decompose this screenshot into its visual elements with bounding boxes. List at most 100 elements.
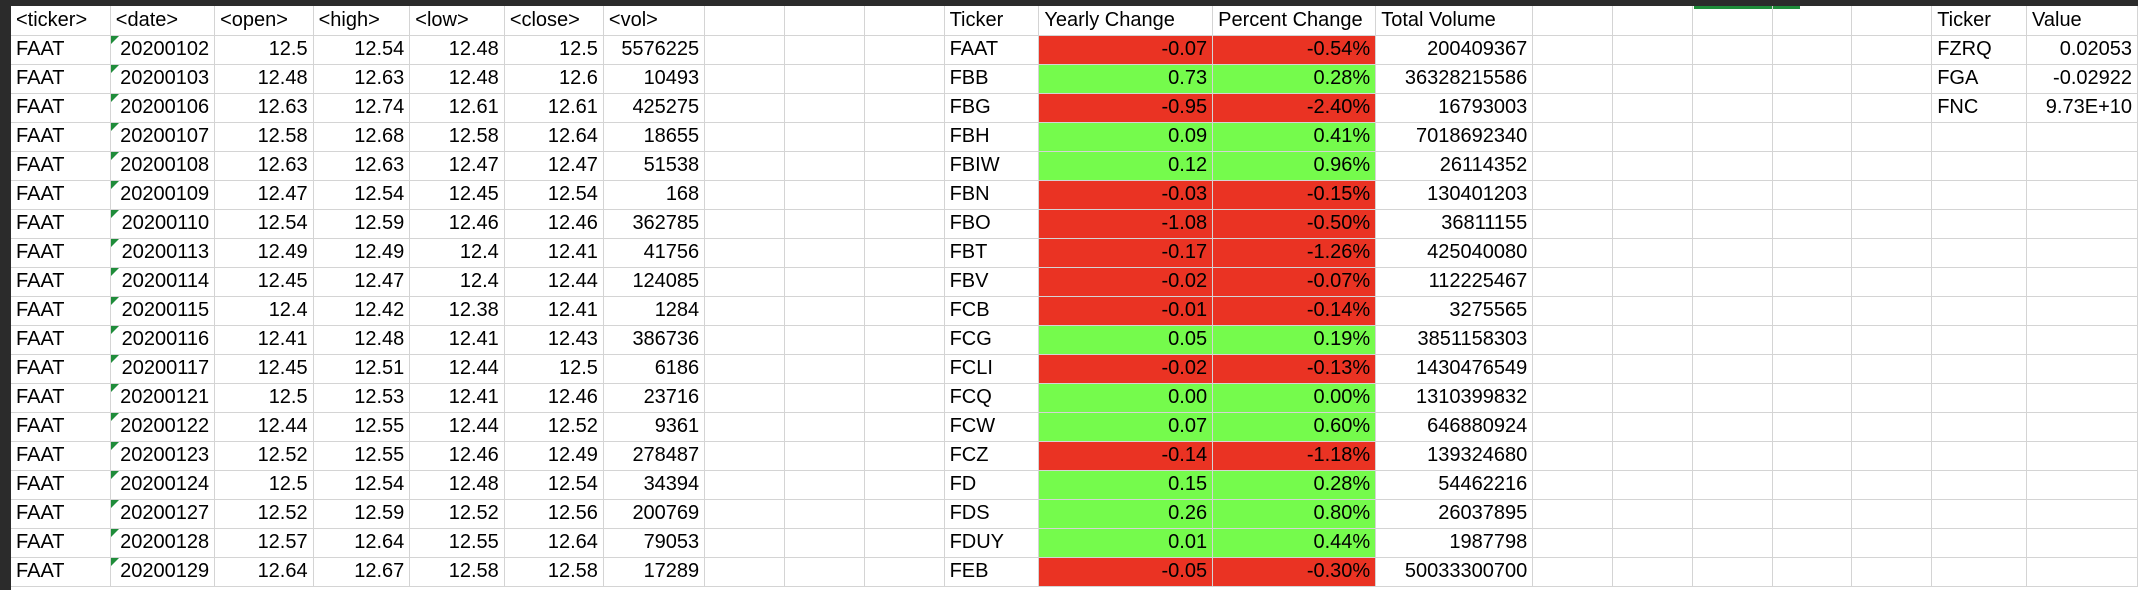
empty-cell[interactable] [704,528,785,558]
empty-cell[interactable] [784,122,865,152]
summary-total-volume-cell[interactable]: 26114352 [1375,151,1534,181]
greatest-value-cell[interactable]: 0.02053 [2026,35,2138,65]
raw-date-cell[interactable]: 20200123 [110,441,216,471]
summary-percent-change-cell[interactable]: -0.54% [1212,35,1377,65]
empty-cell[interactable] [1692,325,1773,355]
raw-high-cell[interactable]: 12.55 [313,441,411,471]
raw-date-cell[interactable]: 20200110 [110,209,216,239]
raw-vol-cell[interactable]: 1284 [603,296,706,326]
empty-cell[interactable] [704,6,785,36]
summary-total-volume-cell[interactable]: 3275565 [1375,296,1534,326]
raw-high-cell[interactable]: 12.68 [313,122,411,152]
raw-open-cell[interactable]: 12.52 [214,441,314,471]
empty-cell[interactable] [1772,122,1853,152]
empty-cell[interactable] [784,151,865,181]
empty-cell[interactable] [1772,354,1853,384]
raw-close-cell[interactable]: 12.49 [504,441,604,471]
empty-cell[interactable] [1612,151,1693,181]
empty-cell[interactable] [1692,296,1773,326]
empty-cell[interactable] [2026,267,2138,297]
raw-low-cell[interactable]: 12.44 [409,412,505,442]
raw-open-cell[interactable]: 12.5 [214,35,314,65]
header-greatest-value[interactable]: Value [2026,6,2138,36]
empty-cell[interactable] [864,354,945,384]
raw-high-cell[interactable]: 12.55 [313,412,411,442]
raw-open-cell[interactable]: 12.63 [214,151,314,181]
empty-cell[interactable] [1692,6,1773,36]
empty-cell[interactable] [704,441,785,471]
raw-high-cell[interactable]: 12.67 [313,557,411,587]
raw-ticker-cell[interactable]: FAAT [11,354,111,384]
summary-ticker-cell[interactable]: FEB [944,557,1040,587]
raw-open-cell[interactable]: 12.48 [214,64,314,94]
empty-cell[interactable] [1772,528,1853,558]
raw-ticker-cell[interactable]: FAAT [11,238,111,268]
summary-yearly-change-cell[interactable]: 0.09 [1038,122,1214,152]
summary-ticker-cell[interactable]: FBN [944,180,1040,210]
raw-ticker-cell[interactable]: FAAT [11,412,111,442]
empty-cell[interactable] [2026,238,2138,268]
raw-close-cell[interactable]: 12.5 [504,35,604,65]
raw-date-cell[interactable]: 20200127 [110,499,216,529]
raw-open-cell[interactable]: 12.64 [214,557,314,587]
empty-cell[interactable] [704,151,785,181]
empty-cell[interactable] [1931,383,2028,413]
empty-cell[interactable] [1692,557,1773,587]
summary-total-volume-cell[interactable]: 112225467 [1375,267,1534,297]
empty-cell[interactable] [1772,151,1853,181]
empty-cell[interactable] [704,354,785,384]
empty-cell[interactable] [2026,325,2138,355]
summary-total-volume-cell[interactable]: 646880924 [1375,412,1534,442]
raw-open-cell[interactable]: 12.5 [214,383,314,413]
empty-cell[interactable] [704,499,785,529]
empty-cell[interactable] [1612,470,1693,500]
summary-yearly-change-cell[interactable]: -0.03 [1038,180,1214,210]
raw-close-cell[interactable]: 12.41 [504,296,604,326]
empty-cell[interactable] [704,557,785,587]
summary-percent-change-cell[interactable]: 0.28% [1212,470,1377,500]
header-summary-total_volume[interactable]: Total Volume [1375,6,1534,36]
empty-cell[interactable] [2026,557,2138,587]
raw-vol-cell[interactable]: 168 [603,180,706,210]
empty-cell[interactable] [1612,267,1693,297]
raw-date-cell[interactable]: 20200115 [110,296,216,326]
empty-cell[interactable] [2026,441,2138,471]
empty-cell[interactable] [1692,383,1773,413]
summary-percent-change-cell[interactable]: 0.44% [1212,528,1377,558]
raw-ticker-cell[interactable]: FAAT [11,267,111,297]
empty-cell[interactable] [1851,441,1933,471]
summary-yearly-change-cell[interactable]: 0.12 [1038,151,1214,181]
raw-vol-cell[interactable]: 18655 [603,122,706,152]
summary-ticker-cell[interactable]: FBB [944,64,1040,94]
empty-cell[interactable] [864,470,945,500]
raw-vol-cell[interactable]: 10493 [603,64,706,94]
empty-cell[interactable] [1612,441,1693,471]
raw-close-cell[interactable]: 12.47 [504,151,604,181]
empty-cell[interactable] [1772,441,1853,471]
empty-cell[interactable] [1772,64,1853,94]
summary-total-volume-cell[interactable]: 54462216 [1375,470,1534,500]
raw-date-cell[interactable]: 20200117 [110,354,216,384]
empty-cell[interactable] [1612,180,1693,210]
raw-date-cell[interactable]: 20200113 [110,238,216,268]
raw-high-cell[interactable]: 12.47 [313,267,411,297]
empty-cell[interactable] [1692,64,1773,94]
empty-cell[interactable] [1692,354,1773,384]
empty-cell[interactable] [2026,151,2138,181]
raw-vol-cell[interactable]: 5576225 [603,35,706,65]
raw-open-cell[interactable]: 12.49 [214,238,314,268]
empty-cell[interactable] [864,296,945,326]
raw-vol-cell[interactable]: 23716 [603,383,706,413]
raw-vol-cell[interactable]: 278487 [603,441,706,471]
empty-cell[interactable] [1851,412,1933,442]
summary-ticker-cell[interactable]: FCG [944,325,1040,355]
greatest-ticker-cell[interactable]: FNC [1931,93,2028,123]
empty-cell[interactable] [1851,499,1933,529]
empty-cell[interactable] [1532,6,1614,36]
empty-cell[interactable] [1532,354,1614,384]
empty-cell[interactable] [1692,238,1773,268]
raw-high-cell[interactable]: 12.51 [313,354,411,384]
raw-high-cell[interactable]: 12.63 [313,151,411,181]
raw-low-cell[interactable]: 12.48 [409,470,505,500]
summary-percent-change-cell[interactable]: 0.19% [1212,325,1377,355]
